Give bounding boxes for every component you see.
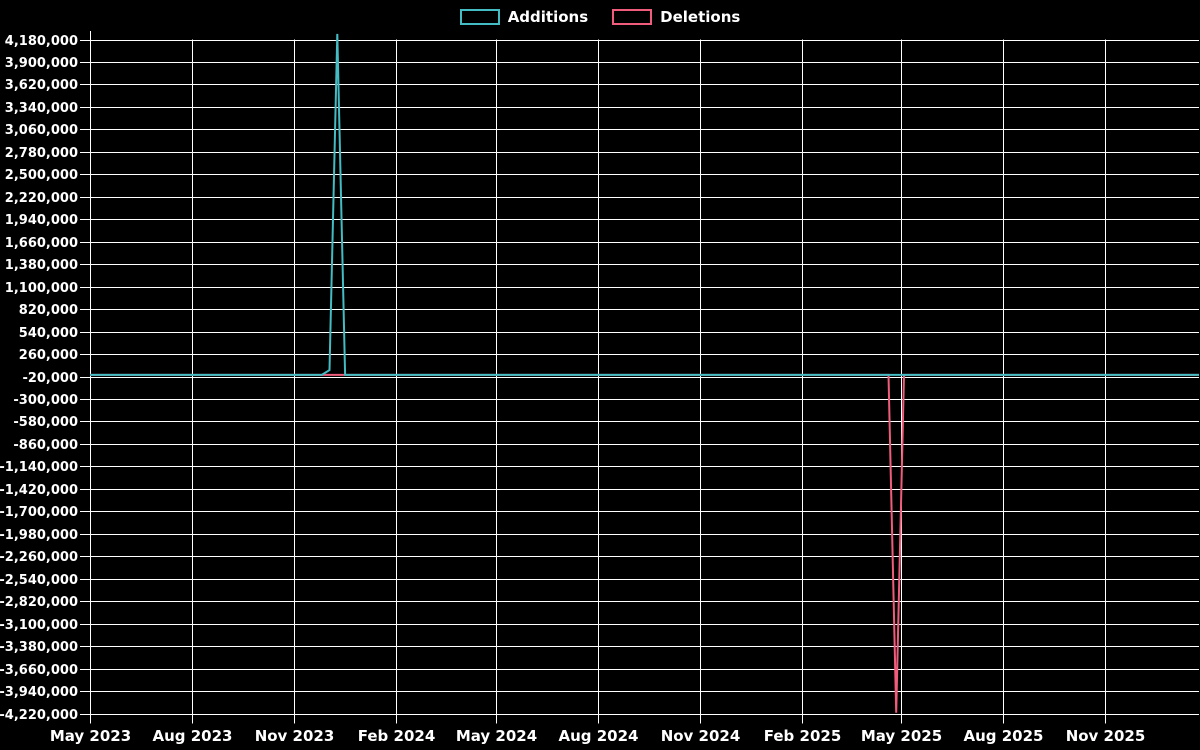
y-axis-label: 1,940,000 bbox=[5, 213, 78, 228]
x-axis-label: Nov 2023 bbox=[255, 727, 335, 745]
y-axis-label: -3,100,000 bbox=[0, 618, 78, 633]
y-axis-label: -1,980,000 bbox=[0, 528, 78, 543]
x-axis-label: Aug 2024 bbox=[559, 727, 639, 745]
y-axis-label: -20,000 bbox=[22, 371, 78, 386]
y-axis-label: -2,540,000 bbox=[0, 573, 78, 588]
x-axis-label: Feb 2024 bbox=[358, 727, 436, 745]
y-axis-label: -1,700,000 bbox=[0, 505, 78, 520]
y-axis-label: 540,000 bbox=[19, 326, 78, 341]
x-axis-label: Nov 2025 bbox=[1066, 727, 1146, 745]
series-line-deletions bbox=[90, 373, 1199, 713]
y-axis-label: 3,620,000 bbox=[5, 78, 78, 93]
y-axis-label: 1,380,000 bbox=[5, 258, 78, 273]
series-line-additions bbox=[90, 33, 1199, 376]
y-axis-label: -2,820,000 bbox=[0, 595, 78, 610]
x-axis-label: May 2025 bbox=[861, 727, 942, 745]
y-axis-label: 1,100,000 bbox=[5, 281, 78, 296]
y-axis-label: -3,940,000 bbox=[0, 685, 78, 700]
y-axis-label: -1,140,000 bbox=[0, 460, 78, 475]
y-axis-label: 4,180,000 bbox=[5, 34, 78, 49]
y-axis-label: -4,220,000 bbox=[0, 708, 78, 723]
deletions-swatch-icon bbox=[612, 9, 653, 25]
legend-label-deletions: Deletions bbox=[660, 8, 741, 26]
y-axis-label: -2,260,000 bbox=[0, 550, 78, 565]
x-axis-label: Aug 2025 bbox=[964, 727, 1044, 745]
y-axis-label: 3,900,000 bbox=[5, 56, 78, 71]
y-axis-label: 3,060,000 bbox=[5, 123, 78, 138]
x-axis-label: May 2023 bbox=[50, 727, 131, 745]
y-axis-label: -3,380,000 bbox=[0, 640, 78, 655]
y-axis-label: 820,000 bbox=[19, 303, 78, 318]
y-axis-label: 2,780,000 bbox=[5, 146, 78, 161]
y-axis-label: 260,000 bbox=[19, 348, 78, 363]
y-axis-label: 2,500,000 bbox=[5, 168, 78, 183]
additions-swatch-icon bbox=[459, 9, 500, 25]
y-axis-label: -300,000 bbox=[13, 393, 78, 408]
y-axis-label: -860,000 bbox=[13, 438, 78, 453]
x-axis-label: Feb 2025 bbox=[764, 727, 842, 745]
x-axis-label: Nov 2024 bbox=[661, 727, 741, 745]
y-axis-label: 3,340,000 bbox=[5, 101, 78, 116]
x-axis-label: May 2024 bbox=[456, 727, 537, 745]
legend-item-deletions[interactable]: Deletions bbox=[612, 8, 740, 26]
y-axis-label: -3,660,000 bbox=[0, 663, 78, 678]
x-axis-label: Aug 2023 bbox=[153, 727, 233, 745]
y-axis-label: -580,000 bbox=[13, 415, 78, 430]
y-axis-label: 1,660,000 bbox=[5, 236, 78, 251]
chart-legend: Additions Deletions bbox=[0, 0, 1200, 34]
legend-item-additions[interactable]: Additions bbox=[459, 8, 589, 26]
legend-label-additions: Additions bbox=[507, 8, 589, 26]
y-axis-label: 2,220,000 bbox=[5, 191, 78, 206]
y-axis-label: -1,420,000 bbox=[0, 483, 78, 498]
